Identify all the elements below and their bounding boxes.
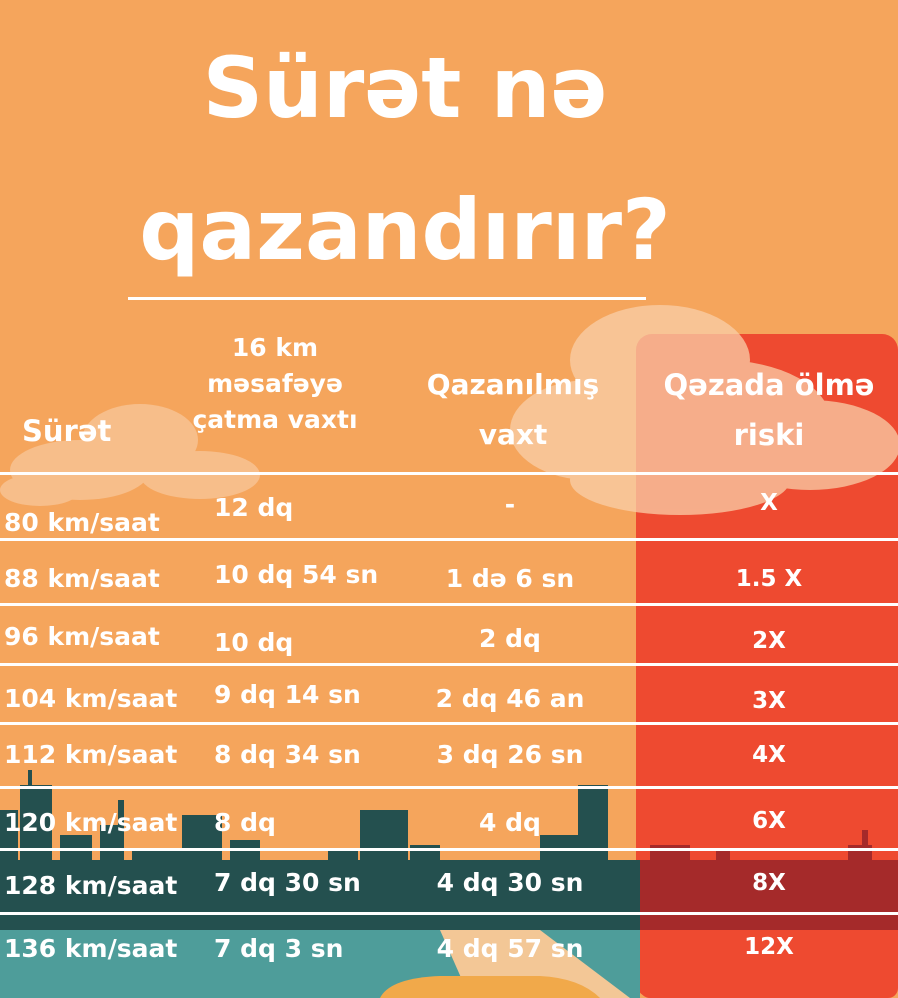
row-1-risk: X <box>760 490 778 516</box>
row-divider <box>0 722 898 725</box>
row-2-risk: 1.5 X <box>735 566 803 592</box>
row-4-speed: 104 km/saat <box>4 684 178 713</box>
header-time-to-16km: 16 km məsafəyə çatma vaxtı <box>170 330 380 438</box>
row-4-time: 9 dq 14 sn <box>214 680 361 709</box>
row-1-time: 12 dq <box>214 493 294 522</box>
header-time-line-3: çatma vaxtı <box>192 405 358 434</box>
header-time-line-1: 16 km <box>231 333 319 362</box>
row-1-gain: - <box>504 490 516 519</box>
row-3-speed: 96 km/saat <box>4 622 160 651</box>
city-skyline-red <box>640 830 898 930</box>
title-line-1: Sürət nə <box>202 39 608 137</box>
row-6-gain: 4 dq <box>479 808 541 837</box>
row-2-speed: 88 km/saat <box>4 564 160 593</box>
row-7-risk: 8X <box>752 870 786 896</box>
row-3-risk: 2X <box>752 628 786 654</box>
row-1-speed: 80 km/saat <box>4 508 160 537</box>
row-divider <box>0 786 898 789</box>
title-underline <box>128 297 646 300</box>
row-divider <box>0 663 898 666</box>
title-line-2: qazandırır? <box>139 181 671 279</box>
row-3-time: 10 dq <box>214 628 294 657</box>
row-divider <box>0 912 898 915</box>
row-8-time: 7 dq 3 sn <box>214 934 344 963</box>
row-2-gain: 1 də 6 sn <box>445 564 575 593</box>
row-8-speed: 136 km/saat <box>4 934 178 963</box>
row-divider <box>0 848 898 851</box>
header-gain-line-2: vaxt <box>478 418 548 451</box>
header-time-line-2: məsafəyə <box>207 369 343 398</box>
row-8-gain: 4 dq 57 sn <box>436 934 584 963</box>
row-2-time: 10 dq 54 sn <box>214 560 379 589</box>
cloud-right <box>510 305 898 515</box>
row-4-gain: 2 dq 46 an <box>435 684 585 713</box>
row-divider <box>0 538 898 541</box>
city-skyline <box>0 770 640 930</box>
car-roof <box>380 976 600 998</box>
row-7-gain: 4 dq 30 sn <box>436 868 584 897</box>
row-divider <box>0 603 898 606</box>
cloud-left <box>0 404 260 506</box>
row-6-time: 8 dq <box>214 808 276 837</box>
row-6-risk: 6X <box>752 808 786 834</box>
header-gain-line-1: Qazanılmış <box>426 368 600 401</box>
row-5-time: 8 dq 34 sn <box>214 740 361 769</box>
header-speed: Sürət <box>22 414 112 448</box>
row-5-speed: 112 km/saat <box>4 740 178 769</box>
row-7-time: 7 dq 30 sn <box>214 868 361 897</box>
row-5-risk: 4X <box>752 742 786 768</box>
row-8-risk: 12X <box>744 934 794 960</box>
risk-road <box>640 930 898 998</box>
row-6-speed: 120 km/saat <box>4 808 178 837</box>
row-4-risk: 3X <box>752 688 786 714</box>
row-7-speed: 128 km/saat <box>4 871 178 900</box>
row-divider <box>0 472 898 475</box>
header-risk-line-2: riski <box>733 418 805 452</box>
row-3-gain: 2 dq <box>479 624 541 653</box>
header-death-risk: Qəzada ölmə riski <box>640 360 898 460</box>
row-5-gain: 3 dq 26 sn <box>436 740 584 769</box>
header-risk-line-1: Qəzada ölmə <box>663 368 875 402</box>
header-time-gained: Qazanılmış vaxt <box>398 360 628 460</box>
